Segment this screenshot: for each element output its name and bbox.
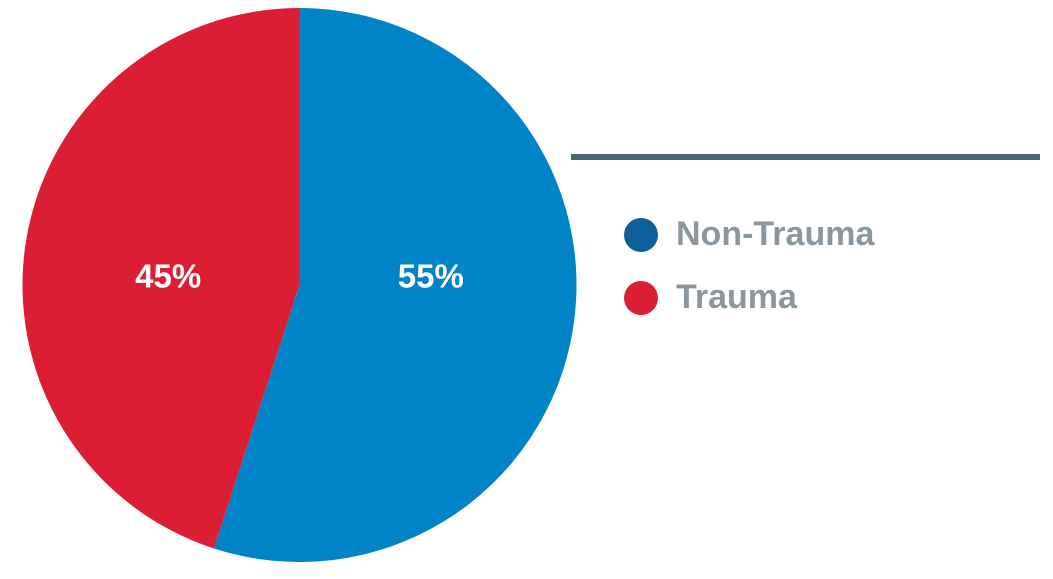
legend-label: Non-Trauma [676,215,875,253]
value-label: 55% [398,258,464,295]
value-label: 45% [135,258,201,295]
pie-slice [22,7,300,549]
legend-label: Trauma [676,278,798,316]
legend-marker [624,281,658,315]
pie-slice [213,8,577,562]
legend-marker [624,218,658,252]
